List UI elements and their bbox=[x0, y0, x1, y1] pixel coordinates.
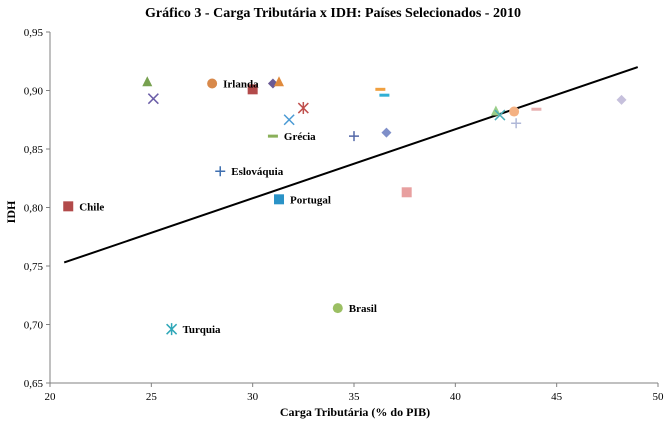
point-marker bbox=[511, 118, 522, 129]
data-point bbox=[247, 84, 258, 95]
point-labels: Irlanda Grécia Eslováquia Portugal Chile Bras… bbox=[79, 78, 377, 336]
point-label: Grécia bbox=[284, 131, 316, 143]
data-point bbox=[375, 87, 386, 91]
y-tick-label: 0,95 bbox=[24, 27, 44, 39]
x-tick-label: 50 bbox=[653, 391, 665, 403]
point-marker bbox=[381, 127, 392, 138]
point-label: Brasil bbox=[349, 303, 377, 315]
point-marker bbox=[349, 131, 359, 142]
trendline bbox=[63, 66, 639, 264]
data-point bbox=[207, 78, 218, 89]
x-tick-label: 25 bbox=[146, 391, 158, 403]
x-axis-label: Carga Tributária (% do PIB) bbox=[280, 405, 430, 419]
point-marker bbox=[247, 84, 258, 95]
point-marker bbox=[274, 194, 285, 205]
y-tick-label: 0,65 bbox=[24, 378, 44, 390]
tick-labels: 20 25 30 35 40 45 50 0,65 0,70 0,75 0,80 0,85 0,90 0,… bbox=[24, 27, 664, 403]
point-label: Eslováquia bbox=[231, 166, 283, 178]
point-marker bbox=[274, 76, 285, 87]
data-point bbox=[401, 187, 412, 198]
data-point bbox=[381, 127, 392, 138]
point-marker bbox=[375, 87, 386, 91]
point-marker bbox=[297, 102, 309, 115]
x-tick-label: 30 bbox=[247, 391, 259, 403]
y-tick-label: 0,90 bbox=[24, 86, 44, 98]
data-point bbox=[274, 194, 285, 205]
x-tick-label: 45 bbox=[551, 391, 563, 403]
y-tick-label: 0,85 bbox=[24, 144, 44, 156]
chart-title: Gráfico 3 - Carga Tributária x IDH: País… bbox=[145, 6, 521, 21]
data-point bbox=[509, 106, 520, 117]
y-axis-label: IDH bbox=[4, 200, 18, 223]
data-point bbox=[267, 134, 278, 138]
point-marker bbox=[283, 114, 295, 126]
x-tick-label: 40 bbox=[450, 391, 462, 403]
point-label: Turquia bbox=[183, 324, 221, 336]
x-tick-label: 35 bbox=[349, 391, 361, 403]
point-marker bbox=[166, 323, 178, 336]
y-tick-label: 0,80 bbox=[24, 203, 44, 215]
data-point bbox=[297, 102, 309, 115]
data-point bbox=[166, 323, 178, 336]
point-marker bbox=[509, 106, 520, 117]
data-point bbox=[283, 114, 295, 126]
point-marker bbox=[215, 166, 226, 177]
point-marker bbox=[207, 78, 218, 89]
point-marker bbox=[494, 109, 506, 121]
data-point bbox=[274, 76, 285, 87]
y-tick-label: 0,70 bbox=[24, 320, 44, 332]
data-points bbox=[63, 76, 627, 336]
point-label: Irlanda bbox=[223, 78, 259, 90]
data-point bbox=[215, 166, 226, 177]
y-tick-label: 0,75 bbox=[24, 261, 44, 273]
data-point bbox=[349, 131, 359, 142]
point-marker bbox=[267, 134, 278, 138]
point-marker bbox=[142, 76, 153, 87]
data-point bbox=[142, 76, 153, 87]
x-tick-label: 20 bbox=[45, 391, 57, 403]
point-marker bbox=[379, 93, 390, 97]
point-label: Portugal bbox=[290, 194, 331, 206]
data-point bbox=[63, 201, 74, 212]
axes bbox=[46, 31, 659, 387]
data-point bbox=[494, 109, 506, 121]
point-marker bbox=[616, 94, 627, 105]
point-marker bbox=[332, 303, 343, 314]
point-marker bbox=[147, 93, 159, 105]
point-marker bbox=[531, 107, 542, 111]
point-marker bbox=[63, 201, 74, 212]
data-point bbox=[332, 303, 343, 314]
data-point bbox=[147, 93, 159, 105]
data-point bbox=[379, 93, 390, 97]
data-point bbox=[511, 118, 522, 129]
data-point bbox=[531, 107, 542, 111]
point-marker bbox=[401, 187, 412, 198]
data-point bbox=[616, 94, 627, 105]
point-label: Chile bbox=[79, 201, 104, 213]
